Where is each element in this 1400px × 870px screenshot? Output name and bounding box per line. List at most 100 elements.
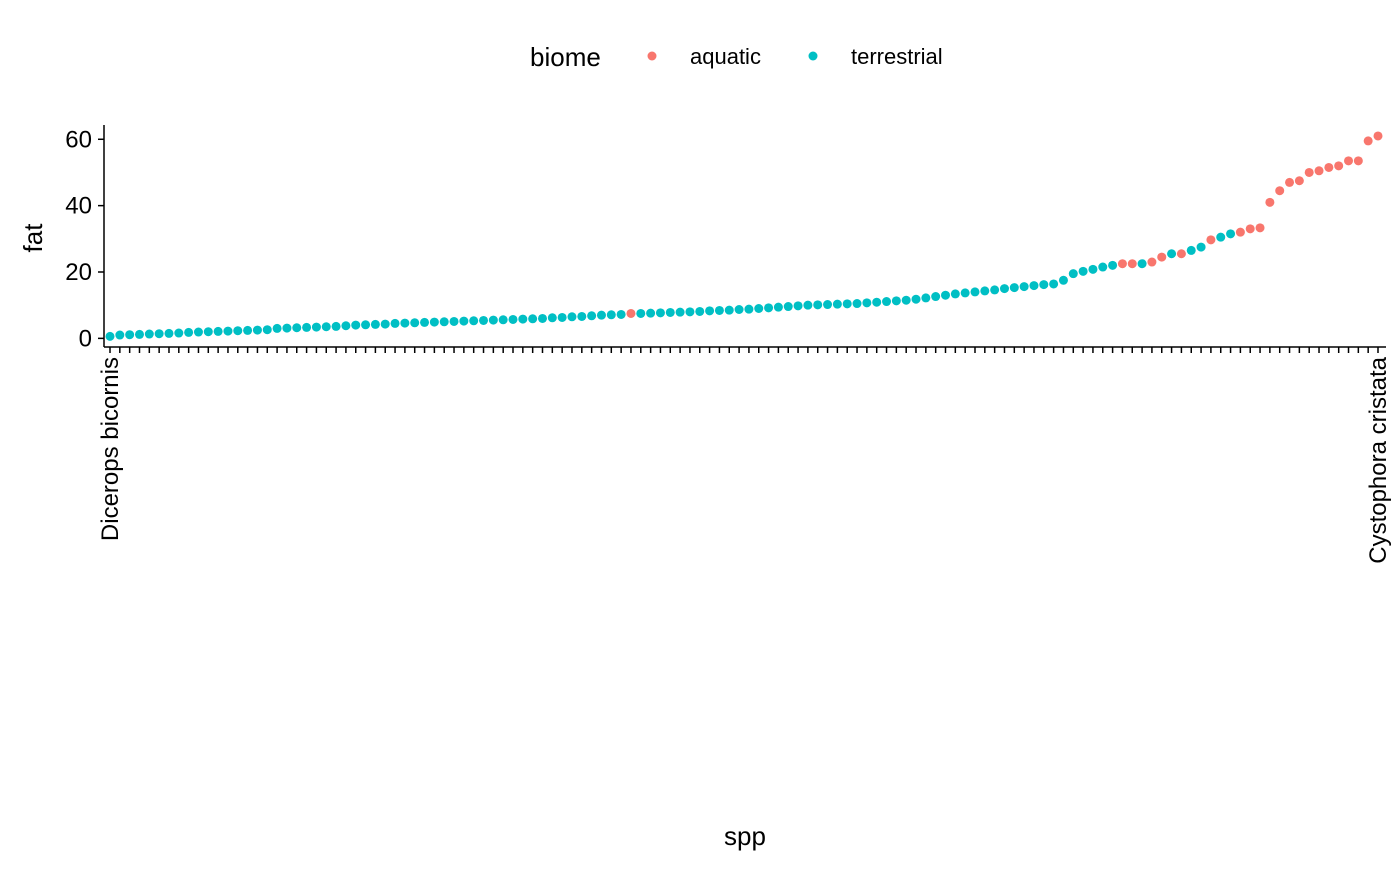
- point: [823, 300, 833, 310]
- point: [193, 327, 203, 337]
- point: [1098, 262, 1108, 272]
- point: [724, 305, 734, 315]
- point: [901, 295, 911, 305]
- y-tick-label: 60: [65, 126, 92, 153]
- point: [1285, 177, 1295, 187]
- point: [154, 329, 164, 339]
- point: [1176, 249, 1186, 259]
- point: [931, 292, 941, 302]
- point: [1294, 176, 1304, 186]
- point: [144, 329, 154, 339]
- point: [1196, 242, 1206, 252]
- y-axis-label: fat: [18, 223, 48, 253]
- point: [203, 327, 213, 337]
- point: [292, 323, 302, 333]
- y-tick-label: 40: [65, 193, 92, 220]
- point: [1049, 279, 1059, 289]
- point: [331, 321, 341, 331]
- point: [528, 314, 538, 324]
- point: [1324, 162, 1334, 172]
- point: [380, 319, 390, 329]
- point: [272, 323, 282, 333]
- point: [498, 315, 508, 325]
- point: [941, 290, 951, 300]
- point: [705, 306, 715, 316]
- point: [537, 313, 547, 323]
- legend-key: [647, 51, 657, 61]
- point: [439, 317, 449, 327]
- point: [1373, 131, 1383, 141]
- point: [459, 316, 469, 326]
- point: [587, 311, 597, 321]
- point: [803, 300, 813, 310]
- point: [1186, 245, 1196, 255]
- point: [842, 299, 852, 309]
- point: [1137, 259, 1147, 269]
- point: [734, 304, 744, 314]
- point: [1147, 257, 1157, 267]
- point: [370, 319, 380, 329]
- point: [1255, 223, 1265, 233]
- point: [469, 316, 479, 326]
- point: [665, 307, 675, 317]
- point: [1226, 229, 1236, 239]
- legend-label: terrestrial: [851, 44, 943, 69]
- point: [852, 299, 862, 309]
- point: [999, 284, 1009, 294]
- point: [361, 320, 371, 330]
- point: [1363, 136, 1373, 146]
- point: [252, 325, 262, 335]
- point: [1157, 252, 1167, 262]
- point: [626, 308, 636, 318]
- point: [636, 308, 646, 318]
- point: [646, 308, 656, 318]
- point: [321, 322, 331, 332]
- point: [1245, 224, 1255, 234]
- point: [862, 298, 872, 308]
- point: [980, 286, 990, 296]
- point: [429, 317, 439, 327]
- point: [410, 318, 420, 328]
- point: [1009, 283, 1019, 293]
- x-tick-label: Dicerops bicornis: [97, 357, 124, 541]
- point: [1334, 161, 1344, 171]
- point: [1167, 249, 1177, 259]
- point: [813, 300, 823, 310]
- x-tick-label: Cystophora cristata: [1365, 356, 1392, 563]
- y-tick-label: 0: [79, 325, 92, 352]
- point: [1304, 167, 1314, 177]
- point: [233, 326, 243, 336]
- point: [164, 328, 174, 338]
- point: [1039, 280, 1049, 290]
- point: [351, 320, 361, 330]
- point: [655, 308, 665, 318]
- point: [282, 323, 292, 333]
- point: [390, 318, 400, 328]
- point: [773, 302, 783, 312]
- point: [341, 321, 351, 331]
- point: [675, 307, 685, 317]
- point: [695, 306, 705, 316]
- point: [970, 287, 980, 297]
- point: [616, 309, 626, 319]
- point: [508, 314, 518, 324]
- point: [911, 294, 921, 304]
- point: [950, 289, 960, 299]
- point: [302, 322, 312, 332]
- point: [1353, 156, 1363, 166]
- point: [1127, 259, 1137, 269]
- point: [685, 307, 695, 317]
- point: [990, 285, 1000, 295]
- legend-key: [808, 51, 818, 61]
- point: [1216, 232, 1226, 242]
- point: [714, 305, 724, 315]
- point: [832, 299, 842, 309]
- x-axis-label: spp: [724, 821, 766, 851]
- point: [1265, 197, 1275, 207]
- point: [400, 318, 410, 328]
- point: [1344, 156, 1354, 166]
- point: [960, 288, 970, 298]
- point: [754, 304, 764, 313]
- point: [311, 322, 321, 332]
